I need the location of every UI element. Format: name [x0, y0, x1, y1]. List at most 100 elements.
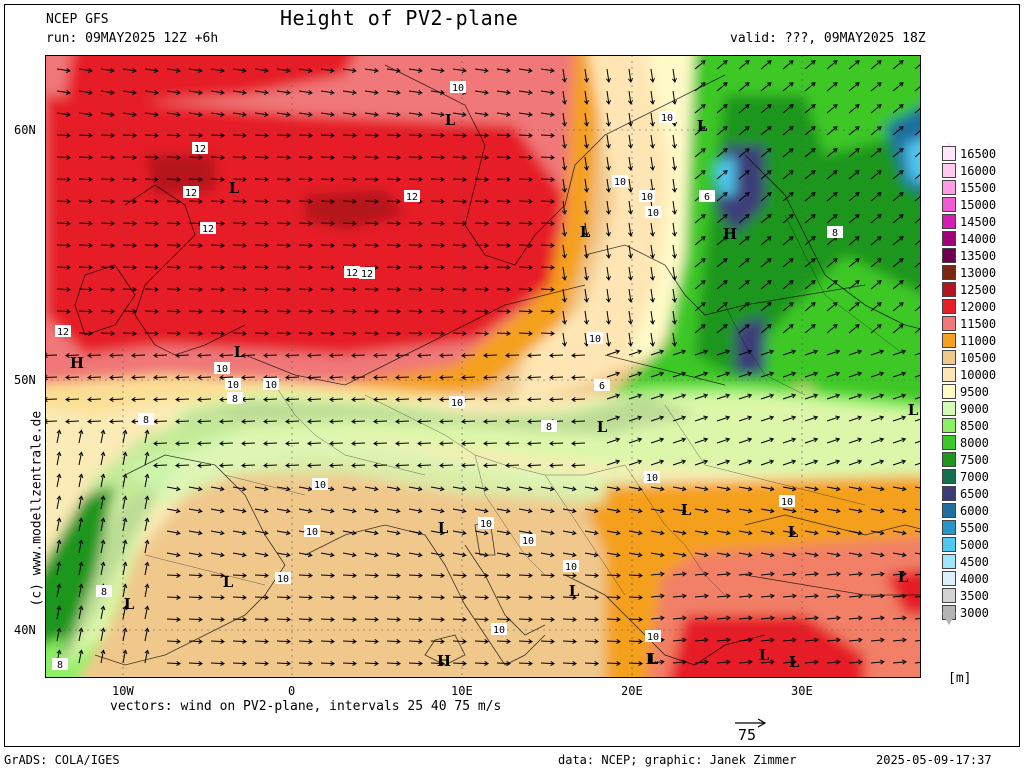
wind-vector [540, 508, 554, 512]
wind-vector [804, 302, 816, 312]
wind-vector-head [550, 638, 555, 644]
wind-vector-head [462, 242, 467, 248]
wind-vector-head [440, 264, 445, 270]
wind-vector [782, 170, 794, 180]
wind-vector [276, 596, 291, 599]
wind-vector [78, 244, 93, 247]
wind-vector-head [606, 100, 611, 105]
contour-label-box [699, 190, 715, 202]
wind-vector-head [88, 264, 93, 270]
wind-vector-head [131, 396, 136, 402]
wind-vector-head [606, 210, 611, 215]
wind-vector [738, 324, 750, 334]
wind-vector [562, 222, 566, 236]
wind-vector [892, 192, 904, 202]
wind-vector-head [308, 616, 313, 622]
contour-label-box [275, 572, 291, 584]
contour-label-box [541, 420, 557, 432]
wind-vector [56, 178, 71, 181]
wind-vector [672, 639, 686, 642]
wind-vector [870, 192, 882, 202]
wind-vector [276, 618, 291, 621]
wind-vector [694, 394, 708, 400]
wind-vector-head [219, 552, 225, 558]
wind-vector [716, 617, 730, 620]
wind-vector [78, 606, 82, 620]
wind-vector [527, 442, 542, 445]
contour-label: 6 [599, 381, 605, 392]
wind-vector [914, 440, 921, 444]
wind-vector [496, 574, 511, 577]
wind-vector-head [898, 82, 904, 87]
wind-vector [782, 82, 794, 92]
wind-vector [826, 126, 838, 136]
wind-vector-head [351, 508, 357, 514]
wind-vector-head [351, 374, 356, 380]
wind-vector-head [307, 396, 312, 402]
wind-vector-head [898, 214, 904, 219]
wind-vector [694, 60, 706, 70]
wind-vector [848, 148, 860, 158]
wind-vector-head [725, 486, 731, 492]
wind-vector-head [788, 170, 794, 175]
wind-vector-head [549, 352, 554, 358]
wind-vector [914, 639, 921, 642]
wind-vector-head [880, 571, 885, 577]
wind-vector-head [615, 530, 621, 536]
wind-vector [298, 486, 312, 490]
wind-vector-head [527, 508, 533, 514]
wind-vector-head [722, 148, 728, 153]
wind-vector-head [66, 198, 71, 204]
wind-vector [584, 90, 588, 104]
wind-vector [540, 596, 555, 599]
contour-labels: 1010121212121212121010101010108888101010… [52, 81, 843, 671]
wind-vector [760, 302, 772, 312]
wind-vector [298, 90, 312, 94]
wind-vector [351, 354, 366, 357]
wind-vector-head [722, 104, 728, 109]
wind-vector-head [791, 393, 797, 399]
wind-vector-head [144, 583, 150, 589]
wind-vector-head [56, 561, 62, 567]
wind-vector-head [330, 132, 335, 138]
wind-vector [606, 438, 620, 444]
wind-vector-head [100, 517, 106, 523]
wind-vector [716, 595, 730, 598]
wind-vector [56, 244, 71, 247]
wind-vector-head [550, 112, 555, 117]
wind-vector [760, 148, 772, 158]
wind-vector-head [264, 242, 269, 248]
wind-vector-head [352, 220, 357, 226]
wind-vector-head [571, 374, 576, 380]
wind-vector-head [813, 437, 819, 443]
legend-label: 5000 [960, 538, 989, 552]
wind-vector [804, 170, 816, 180]
wind-vector-head [197, 552, 203, 558]
wind-vector-head [483, 508, 489, 514]
wind-vector-head [584, 276, 589, 281]
wind-vector [408, 244, 423, 247]
wind-vector-head [550, 572, 555, 578]
wind-vector [254, 508, 268, 512]
wind-vector-head [832, 192, 838, 197]
wind-vector [716, 82, 728, 92]
wind-vector [461, 354, 476, 357]
wind-vector [78, 650, 82, 664]
lon-tick-20e: 20E [621, 684, 643, 698]
wind-vector [342, 178, 357, 181]
wind-vector [606, 222, 610, 236]
wind-vector [584, 530, 598, 534]
wind-vector-head [286, 68, 291, 73]
wind-vector-head [198, 68, 203, 73]
wind-vector [408, 134, 423, 137]
wind-vector-head [132, 198, 137, 204]
wind-vector-head [263, 552, 269, 558]
wind-vector [210, 596, 225, 599]
wind-vector-head [528, 68, 533, 73]
contour-label-box [587, 332, 603, 344]
wind-vector [373, 442, 388, 445]
wind-vector [373, 420, 388, 423]
wind-vector-head [879, 508, 885, 514]
wind-vector [584, 574, 599, 577]
